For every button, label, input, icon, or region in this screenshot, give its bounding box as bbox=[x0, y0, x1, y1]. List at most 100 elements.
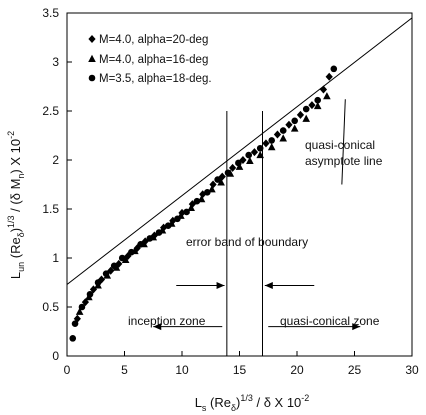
data-point-series-1 bbox=[250, 148, 259, 157]
y-title-part-b: (Re bbox=[8, 237, 23, 262]
data-point-series-1 bbox=[97, 275, 106, 284]
data-point-series-3 bbox=[279, 127, 287, 134]
data-point-series-2 bbox=[256, 150, 264, 159]
data-point-series-3 bbox=[268, 137, 276, 144]
legend-label-series-3: M=3.5, alpha=18-deg. bbox=[99, 73, 212, 85]
legend-label-series-2: M=4.0, alpha=16-deg bbox=[99, 54, 208, 66]
data-point-series-1 bbox=[229, 163, 237, 172]
data-point-series-3 bbox=[164, 222, 172, 229]
data-point-series-1 bbox=[319, 85, 328, 94]
x-tick-label: 25 bbox=[348, 363, 362, 377]
data-point-series-1 bbox=[308, 101, 316, 110]
y-title-part-c: ) bbox=[8, 228, 23, 232]
y-tick-label: 2.5 bbox=[42, 104, 59, 118]
y-tick-label: 1 bbox=[52, 251, 59, 265]
data-point-series-3 bbox=[256, 144, 264, 152]
data-point-series-3 bbox=[235, 159, 242, 167]
data-point-series-3 bbox=[183, 208, 190, 216]
x-title-part-c: ) bbox=[236, 395, 240, 410]
data-point-series-2 bbox=[121, 255, 130, 263]
x-title-part-b: (Re bbox=[206, 395, 231, 410]
data-point-series-3 bbox=[330, 65, 338, 73]
data-point-series-2 bbox=[313, 101, 322, 110]
y-tick-label: 1.5 bbox=[42, 202, 59, 216]
y-tick-label: 3.5 bbox=[42, 6, 59, 20]
data-point-series-2 bbox=[187, 203, 195, 212]
data-point-series-2 bbox=[217, 178, 225, 186]
data-point-series-2 bbox=[75, 307, 84, 315]
annotation-asymptote-line-2: asymptote line bbox=[305, 154, 383, 168]
data-point-series-3 bbox=[86, 290, 94, 298]
y-title-sub-a: un bbox=[16, 262, 26, 272]
data-point-series-3 bbox=[174, 215, 181, 223]
data-point-series-3 bbox=[102, 270, 110, 277]
y-tick-label: 0 bbox=[52, 349, 59, 363]
arrow-head bbox=[352, 323, 361, 331]
arrow-head bbox=[264, 281, 273, 289]
y-tick-label: 2 bbox=[52, 153, 59, 167]
legend-marker-series-3 bbox=[88, 74, 96, 82]
y-title-sub-d: n bbox=[16, 174, 26, 179]
x-title-part-a: L bbox=[195, 395, 202, 410]
data-point-series-3 bbox=[94, 279, 102, 286]
annotation-error-band: error band of boundary bbox=[186, 235, 308, 249]
y-title-sub-b: δ bbox=[16, 232, 26, 237]
data-point-series-1 bbox=[325, 72, 333, 81]
data-point-series-2 bbox=[246, 156, 254, 164]
y-title-part-a: L bbox=[8, 272, 23, 279]
data-point-series-3 bbox=[146, 235, 154, 242]
chart-lines bbox=[67, 17, 412, 356]
data-point-series-1 bbox=[262, 139, 270, 148]
y-tick-label: 3 bbox=[52, 55, 59, 69]
x-tick-label: 15 bbox=[233, 363, 247, 377]
data-point-series-3 bbox=[214, 176, 221, 183]
data-point-series-3 bbox=[128, 248, 135, 256]
arrow-head bbox=[216, 281, 225, 289]
axes bbox=[66, 12, 413, 357]
data-point-series-2 bbox=[279, 134, 287, 142]
data-points bbox=[69, 65, 338, 342]
data-point-series-2 bbox=[323, 92, 331, 100]
x-tick-label: 10 bbox=[175, 363, 189, 377]
arrow-head bbox=[153, 323, 162, 331]
data-point-series-3 bbox=[291, 117, 299, 125]
data-point-series-1 bbox=[273, 130, 282, 139]
legend: M=4.0, alpha=20-deg M=4.0, alpha=16-deg … bbox=[88, 34, 212, 85]
data-point-series-3 bbox=[137, 240, 144, 248]
y-title-part-d: / (δ M bbox=[8, 179, 23, 216]
x-title-sup-c: 1/3 bbox=[240, 393, 253, 403]
x-title-sub-b: δ bbox=[231, 403, 236, 413]
x-title-sup-d: -2 bbox=[301, 393, 309, 403]
data-point-series-3 bbox=[314, 96, 322, 104]
x-tick-label: 0 bbox=[64, 363, 71, 377]
annotation-asymptote-line-1: quasi-conical bbox=[305, 138, 375, 152]
data-point-series-3 bbox=[302, 105, 310, 113]
x-tick-label: 20 bbox=[290, 363, 304, 377]
y-tick-labels: 0 0.5 1 1.5 2 2.5 3 3.5 bbox=[42, 6, 59, 363]
data-point-series-3 bbox=[245, 151, 252, 159]
data-point-series-3 bbox=[69, 335, 77, 342]
data-point-series-2 bbox=[235, 162, 244, 170]
data-point-series-3 bbox=[110, 262, 118, 270]
x-tick-label: 30 bbox=[405, 363, 419, 377]
annotation-quasi-conical-zone: quasi-conical zone bbox=[280, 314, 380, 328]
data-point-series-3 bbox=[204, 189, 211, 196]
data-point-series-2 bbox=[302, 114, 310, 122]
data-point-series-1 bbox=[115, 259, 123, 268]
y-axis-title: Lun (Reδ)1/3 / (δ Mn) X 10-2 bbox=[6, 131, 26, 279]
x-tick-label: 5 bbox=[121, 363, 128, 377]
legend-marker-series-1 bbox=[88, 35, 96, 43]
leader-line bbox=[341, 99, 346, 185]
legend-marker-series-2 bbox=[88, 54, 96, 62]
data-point-series-3 bbox=[71, 320, 79, 327]
x-tick-labels: 0 5 10 15 20 25 30 bbox=[64, 363, 419, 377]
x-title-sub-a: s bbox=[202, 403, 207, 413]
legend-label-series-1: M=4.0, alpha=20-deg bbox=[99, 34, 208, 46]
x-title-part-d: / δ X 10 bbox=[253, 395, 301, 410]
y-title-sup-e: -2 bbox=[6, 131, 16, 139]
y-tick-label: 0.5 bbox=[42, 300, 59, 314]
data-point-series-3 bbox=[118, 254, 126, 262]
data-point-series-3 bbox=[224, 169, 232, 177]
data-point-series-1 bbox=[285, 120, 293, 129]
